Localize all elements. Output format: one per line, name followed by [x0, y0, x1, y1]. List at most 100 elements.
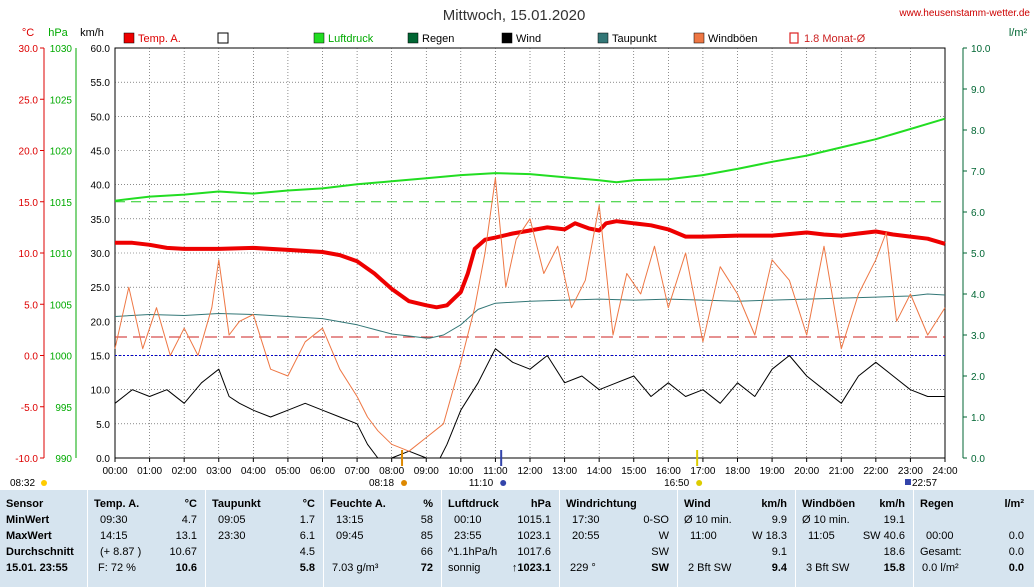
dewpoint-min-time: 09:05: [218, 514, 246, 526]
wind-unit: km/h: [761, 498, 787, 510]
temp-avg-value: 10.67: [169, 546, 197, 558]
pressure-tick-label: 995: [55, 403, 72, 414]
rain-tick-label: 10.0: [971, 44, 991, 55]
pressure-column: Luftdruck hPa 00:10 1015.1 23:55 1023.1 ^1.…: [442, 490, 560, 587]
x-tick-label: 09:00: [414, 466, 439, 477]
legend-label: Regen: [422, 33, 454, 45]
rain-tick-label: 6.0: [971, 208, 985, 219]
rain-total-value: 0.0: [1008, 546, 1024, 558]
humidity-column: Feuchte A.% 13:15 58 09:45 85 66 7.03 g/m³…: [324, 490, 442, 587]
pressure-min-time: 00:10: [454, 514, 482, 526]
rain-tick-label: 2.0: [971, 372, 985, 383]
wind-tick-label: 0.0: [96, 454, 110, 465]
humidity-min-value: 58: [420, 514, 433, 526]
x-tick-label: 23:00: [898, 466, 923, 477]
pressure-tick-label: 1000: [50, 352, 73, 363]
humidity-absolute: 7.03 g/m³: [332, 562, 379, 574]
left-time-label: 08:32: [10, 478, 35, 489]
x-tick-label: 10:00: [448, 466, 473, 477]
pressure-tick-label: 1025: [50, 95, 73, 106]
weather-chart: Mittwoch, 15.01.2020 www.heusenstamm-wet…: [10, 7, 1030, 489]
legend-label: Windböen: [708, 33, 758, 45]
x-tick-label: 20:00: [794, 466, 819, 477]
wind-beaufort: 2 Bft SW: [688, 562, 732, 574]
pressure-max-time: 23:55: [454, 530, 482, 542]
right-time-label: 22:57: [912, 478, 937, 489]
current-date: 15.01. 23:55: [6, 562, 68, 574]
pressure-max-value: 1023.1: [517, 530, 551, 542]
humidity-unit: %: [423, 498, 433, 510]
rain-max-value: 0.0: [1008, 530, 1024, 542]
pressure-unit: hPa: [530, 498, 551, 510]
pressure-tick-label: 1030: [50, 44, 73, 55]
wind-tick-label: 50.0: [91, 112, 111, 123]
humidity-title: Feuchte A.: [330, 498, 386, 510]
wind-tick-label: 25.0: [91, 283, 111, 294]
legend-swatch: [407, 32, 419, 44]
humidity-max-value: 85: [420, 530, 433, 542]
legend-label: Wind: [516, 33, 541, 45]
x-tick-label: 24:00: [932, 466, 957, 477]
legend-swatch: [313, 32, 325, 44]
sun-markers: 08:18 11:10 16:50 08:32 22:57: [10, 450, 937, 489]
dewpoint-title: Taupunkt: [212, 498, 261, 510]
humidity-max-time: 09:45: [336, 530, 364, 542]
x-tick-label: 21:00: [829, 466, 854, 477]
temp-tick-label: -10.0: [15, 454, 38, 465]
noon-icon: [500, 480, 507, 486]
website-link[interactable]: www.heusenstamm-wetter.de: [898, 8, 1030, 19]
rain-max-time: 00:00: [926, 530, 954, 542]
wind-min-label: Ø 10 min.: [684, 514, 732, 526]
x-tick-label: 04:00: [241, 466, 266, 477]
wind-tick-label: 15.0: [91, 352, 111, 363]
wind-direction-current: SW: [651, 562, 669, 574]
rain-tick-label: 8.0: [971, 126, 985, 137]
temp-max-time: 14:15: [100, 530, 128, 542]
series-taupunkt: [114, 293, 946, 339]
x-tick-label: 18:00: [725, 466, 750, 477]
rain-tick-label: 9.0: [971, 85, 985, 96]
wind-tick-label: 60.0: [91, 44, 111, 55]
series-windböen: [114, 177, 946, 452]
temp-tick-label: 0.0: [24, 352, 38, 363]
rain-total-label: Gesamt:: [920, 546, 962, 558]
rain-column: Regen l/m² 00:00 0.0 Gesamt: 0.0 0.0 l/m² 0.…: [914, 490, 1026, 587]
rain-current: 0.0: [1008, 562, 1024, 574]
wind-tick-label: 40.0: [91, 181, 111, 192]
pressure-min-value: 1015.1: [517, 514, 551, 526]
dewpoint-column: Taupunkt °C 09:05 1.7 23:30 6.1 4.5 5.8: [206, 490, 324, 587]
wind-avg-value: 9.1: [771, 546, 787, 558]
rain-title: Regen: [920, 498, 954, 510]
legend-label: Luftdruck: [328, 33, 374, 45]
chart-title: Mittwoch, 15.01.2020: [443, 7, 586, 24]
sun-icon: [41, 480, 47, 486]
wind-tick-label: 35.0: [91, 215, 111, 226]
rain-current-label: 0.0 l/m²: [922, 562, 959, 574]
rain-tick-label: 5.0: [971, 249, 985, 260]
temp-unit: °C: [184, 498, 197, 510]
chart-grid: [114, 47, 946, 459]
wind-max-value: W 18.3: [752, 530, 787, 542]
wind-direction-min-time: 17:30: [572, 514, 600, 526]
pressure-current: ↑1023.1: [511, 562, 551, 574]
legend-label: 1.8 Monat-Ø: [804, 33, 866, 45]
temp-tick-label: 10.0: [19, 249, 39, 260]
dewpoint-max-value: 6.1: [299, 530, 315, 542]
x-tick-label: 19:00: [760, 466, 785, 477]
x-tick-label: 22:00: [863, 466, 888, 477]
x-tick-label: 16:00: [656, 466, 681, 477]
wind-direction-avg-value: SW: [651, 546, 669, 558]
wind-direction-max-value: W: [658, 530, 669, 542]
moon-icon: [905, 479, 911, 485]
temp-current: 10.6: [175, 562, 197, 574]
dewpoint-avg-value: 4.5: [299, 546, 315, 558]
legend-label: Temp. A.: [138, 33, 181, 45]
wind-title: Wind: [684, 498, 711, 510]
temp-min-value: 4.7: [181, 514, 197, 526]
wind-tick-label: 30.0: [91, 249, 111, 260]
x-tick-label: 03:00: [206, 466, 231, 477]
temp-title: Temp. A.: [94, 498, 140, 510]
wind-tick-label: 55.0: [91, 78, 111, 89]
chart-axes: 00:00 01:00 02:00 03:00 04:00 05:00 06:00 07:00…: [15, 44, 991, 477]
